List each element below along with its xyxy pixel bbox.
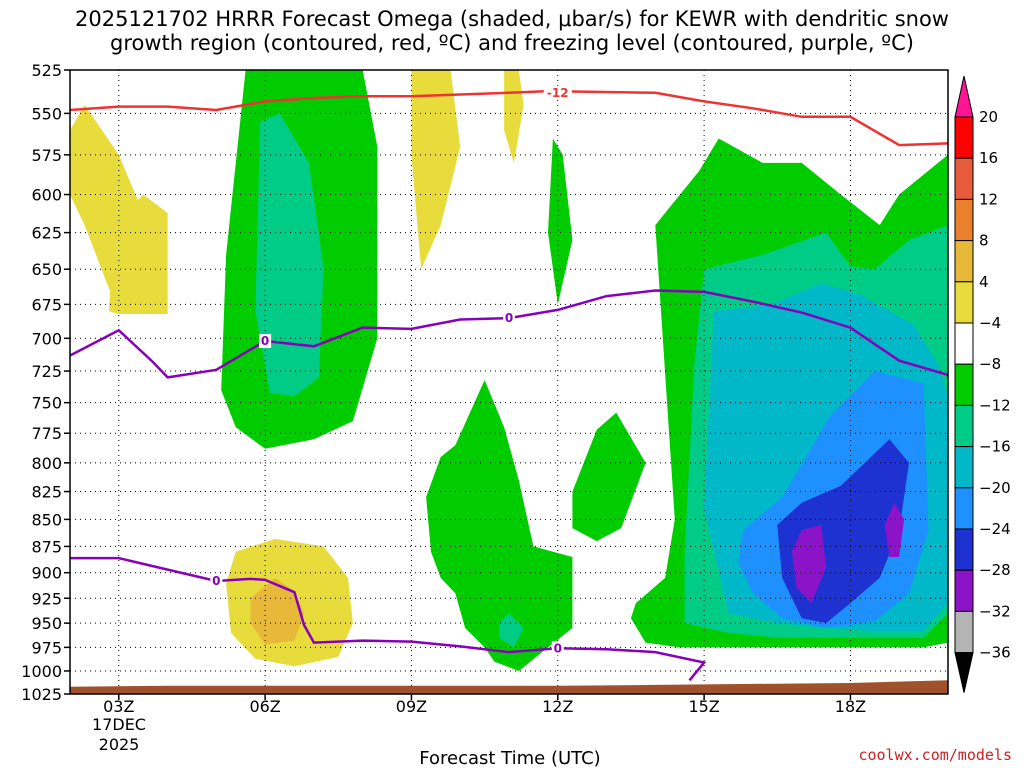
colorbar-label-11: −28 [979, 561, 1011, 579]
y-tick-label-16: 925 [31, 589, 62, 608]
colorbar-label-10: −24 [979, 520, 1011, 538]
contour-label-4: 0 [554, 641, 562, 655]
colorbar-label-9: −20 [979, 479, 1011, 497]
omega-region-11 [572, 412, 646, 542]
colorbar-swatch-1 [954, 157, 974, 200]
colorbar-label-0: 20 [979, 108, 998, 126]
x-tick-label-4: 15Z [688, 697, 719, 716]
y-tick-label-6: 675 [31, 295, 62, 314]
y-tick-label-13: 850 [31, 510, 62, 529]
colorbar-top-arrow [954, 75, 974, 118]
contour-label-bg-1 [259, 333, 272, 348]
y-tick-label-9: 750 [31, 394, 62, 413]
colorbar-swatch-11 [954, 569, 974, 612]
y-tick-label-15: 900 [31, 564, 62, 583]
colorbar-swatch-8 [954, 446, 974, 489]
y-tick-label-17: 950 [31, 614, 62, 633]
y-tick-label-8: 725 [31, 362, 62, 381]
x-tick-label-0: 03Z [103, 697, 134, 716]
colorbar-label-2: 12 [979, 190, 998, 208]
colorbar: 20 16 12 8 4 −4 −8 −12 −16 −20 −24 −28 −32 −36 [954, 75, 1011, 693]
colorbar-swatch-0 [954, 116, 974, 159]
colorbar-swatch-4 [954, 281, 974, 324]
chart-title-line1: 2025121702 HRRR Forecast Omega (shaded, … [75, 7, 949, 31]
omega-region-17 [791, 524, 827, 604]
y-tick-label-5: 650 [31, 260, 62, 279]
contour-label-0: -12 [547, 86, 569, 100]
y-tick-label-11: 800 [31, 454, 62, 473]
omega-region-5 [504, 70, 524, 163]
colorbar-swatch-5 [954, 322, 974, 365]
plot-area: -12 0 0 0 0 [69, 69, 949, 695]
y-tick-label-1: 550 [31, 104, 62, 123]
terrain-fill [70, 680, 948, 694]
omega-shading-layer [70, 70, 948, 671]
omega-region-18 [884, 502, 905, 557]
colorbar-bottom-arrow [954, 652, 974, 693]
x-tick-label-2: 09Z [396, 697, 427, 716]
colorbar-swatch-6 [954, 363, 974, 406]
freezing_contour-line-2 [70, 556, 707, 682]
contour-label-3: 0 [212, 574, 220, 588]
y-tick-label-2: 575 [31, 146, 62, 165]
contour-label-bg-3 [210, 573, 223, 588]
credit-text: coolwx.com/models [858, 746, 1012, 764]
contour-label-bg-4 [551, 641, 564, 656]
x-tick-label-5: 18Z [835, 697, 866, 716]
omega-region-10 [499, 613, 524, 648]
colorbar-label-13: −36 [979, 644, 1011, 662]
chart-title-line2: growth region (contoured, red, ºC) and f… [110, 31, 914, 55]
freezing_contour-line-1 [70, 289, 948, 379]
colorbar-swatch-12 [954, 610, 974, 654]
colorbar-swatch-7 [954, 404, 974, 448]
y-tick-label-0: 525 [31, 61, 62, 80]
colorbar-label-1: 16 [979, 149, 998, 167]
x-date-line1: 17DEC [92, 715, 146, 734]
colorbar-swatch-10 [954, 528, 974, 571]
y-tick-label-4: 625 [31, 224, 62, 243]
x-tick-label-3: 12Z [542, 697, 573, 716]
y-tick-label-20: 1025 [21, 685, 62, 704]
omega-region-7 [255, 113, 324, 397]
grid-layer [70, 69, 948, 695]
x-date-line2: 2025 [99, 735, 140, 754]
terrain-layer [70, 680, 948, 694]
contour-label-1: 0 [261, 334, 269, 348]
y-tick-label-12: 825 [31, 483, 62, 502]
colorbar-swatch-2 [954, 198, 974, 242]
x-tick-label-1: 06Z [249, 697, 280, 716]
omega-region-3 [250, 577, 305, 645]
x-axis: 17DEC 2025 03Z 06Z 09Z 12Z 15Z 18Z [92, 694, 866, 754]
y-tick-label-18: 975 [31, 638, 62, 657]
y-tick-label-3: 600 [31, 186, 62, 205]
colorbar-label-12: −32 [979, 602, 1011, 620]
colorbar-swatch-3 [954, 240, 974, 283]
dgz_contour-line-0 [70, 89, 948, 147]
contour-label-2: 0 [505, 311, 513, 325]
colorbar-swatch-9 [954, 487, 974, 530]
omega-region-8 [548, 138, 573, 305]
colorbar-label-7: −12 [979, 396, 1011, 414]
colorbar-label-3: 8 [979, 232, 989, 250]
colorbar-label-6: −8 [979, 355, 1001, 373]
colorbar-label-8: −16 [979, 438, 1011, 456]
y-tick-label-14: 875 [31, 537, 62, 556]
plot-frame [69, 69, 949, 695]
contour-layer: -12 0 0 0 0 [70, 85, 948, 682]
y-tick-label-7: 700 [31, 329, 62, 348]
colorbar-label-4: 4 [979, 273, 989, 291]
y-tick-label-19: 1000 [21, 662, 62, 681]
contour-label-bg-0 [543, 85, 572, 100]
y-tick-label-10: 775 [31, 424, 62, 443]
x-axis-label: Forecast Time (UTC) [419, 748, 600, 768]
colorbar-label-5: −4 [979, 314, 1001, 332]
omega-region-1 [109, 194, 168, 314]
y-axis: 525 550 575 600 625 650 675 700 725 750 775 800 825 8… [21, 61, 70, 704]
contour-label-bg-2 [503, 311, 515, 326]
omega-region-4 [411, 70, 461, 270]
